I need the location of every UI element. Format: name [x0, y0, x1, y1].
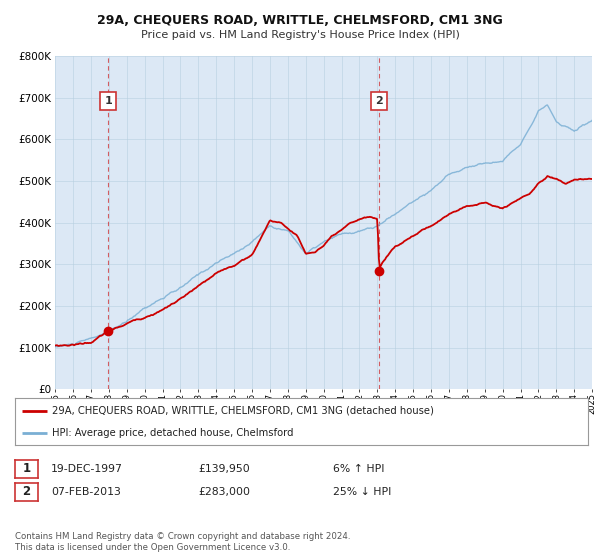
- Text: £283,000: £283,000: [198, 487, 250, 497]
- Text: HPI: Average price, detached house, Chelmsford: HPI: Average price, detached house, Chel…: [52, 428, 294, 438]
- Text: This data is licensed under the Open Government Licence v3.0.: This data is licensed under the Open Gov…: [15, 543, 290, 552]
- Text: 19-DEC-1997: 19-DEC-1997: [51, 464, 123, 474]
- Text: 1: 1: [104, 96, 112, 106]
- Text: 29A, CHEQUERS ROAD, WRITTLE, CHELMSFORD, CM1 3NG: 29A, CHEQUERS ROAD, WRITTLE, CHELMSFORD,…: [97, 14, 503, 27]
- Text: £139,950: £139,950: [198, 464, 250, 474]
- Text: 29A, CHEQUERS ROAD, WRITTLE, CHELMSFORD, CM1 3NG (detached house): 29A, CHEQUERS ROAD, WRITTLE, CHELMSFORD,…: [52, 406, 434, 416]
- Text: 6% ↑ HPI: 6% ↑ HPI: [333, 464, 385, 474]
- Text: Price paid vs. HM Land Registry's House Price Index (HPI): Price paid vs. HM Land Registry's House …: [140, 30, 460, 40]
- Text: 1: 1: [22, 462, 31, 475]
- Text: 2: 2: [22, 485, 31, 498]
- Text: 07-FEB-2013: 07-FEB-2013: [51, 487, 121, 497]
- Text: Contains HM Land Registry data © Crown copyright and database right 2024.: Contains HM Land Registry data © Crown c…: [15, 532, 350, 541]
- Text: 2: 2: [376, 96, 383, 106]
- Text: 25% ↓ HPI: 25% ↓ HPI: [333, 487, 391, 497]
